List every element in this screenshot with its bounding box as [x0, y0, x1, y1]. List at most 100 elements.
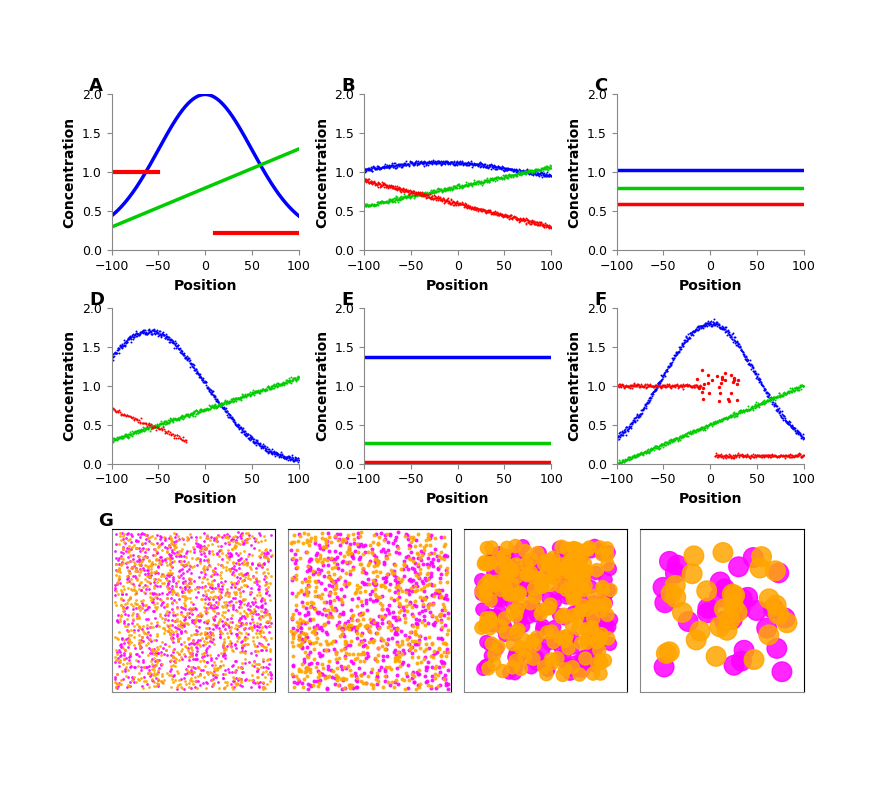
Point [385, 179, 399, 192]
Point [124, 528, 138, 541]
Circle shape [598, 598, 612, 611]
Point [356, 646, 371, 659]
Point [405, 585, 419, 597]
Point [338, 641, 352, 654]
Point [179, 351, 193, 364]
Point [390, 669, 405, 682]
Point [396, 562, 410, 575]
Point [110, 614, 124, 626]
Point [398, 158, 413, 171]
Circle shape [475, 587, 488, 600]
Point [676, 338, 690, 350]
Point [701, 317, 715, 330]
Point [204, 400, 219, 412]
Point [241, 427, 255, 440]
Point [139, 422, 154, 434]
Point [740, 354, 755, 367]
Point [433, 567, 447, 580]
Point [750, 399, 764, 412]
Point [129, 574, 144, 586]
Point [396, 183, 411, 196]
Point [240, 608, 255, 621]
Point [251, 608, 265, 620]
Point [206, 669, 221, 682]
Point [199, 682, 213, 694]
Point [235, 575, 249, 587]
Point [366, 176, 380, 188]
Point [130, 413, 145, 426]
Point [527, 215, 541, 227]
Point [430, 563, 445, 575]
Point [194, 403, 208, 416]
Point [207, 662, 221, 674]
Point [106, 431, 121, 444]
Point [634, 448, 648, 460]
Point [500, 164, 514, 176]
Point [299, 630, 313, 643]
Point [234, 662, 248, 674]
Point [507, 168, 522, 181]
Point [410, 620, 424, 633]
Point [217, 646, 231, 659]
Point [142, 323, 156, 336]
Point [497, 171, 512, 183]
Circle shape [508, 628, 522, 641]
Point [408, 579, 422, 592]
Point [251, 536, 265, 549]
Point [366, 161, 380, 173]
Point [218, 405, 232, 417]
Point [676, 430, 690, 443]
Point [633, 381, 647, 394]
Point [497, 172, 512, 185]
Point [287, 452, 301, 464]
Point [426, 553, 440, 566]
Circle shape [505, 578, 519, 591]
Point [424, 578, 438, 590]
Point [412, 571, 426, 584]
Point [424, 567, 438, 579]
Point [186, 360, 200, 373]
Point [240, 389, 255, 401]
Point [512, 165, 526, 178]
Point [362, 624, 376, 637]
Point [148, 420, 163, 433]
Point [405, 187, 419, 199]
Point [320, 682, 334, 694]
Point [206, 623, 221, 635]
Point [663, 360, 677, 373]
Point [395, 183, 409, 195]
Point [211, 396, 225, 408]
Circle shape [479, 618, 492, 630]
Point [243, 573, 257, 586]
Point [620, 380, 634, 393]
Point [413, 188, 428, 201]
Point [239, 429, 254, 442]
Point [382, 194, 396, 206]
Point [412, 187, 426, 199]
Point [301, 663, 315, 676]
Point [445, 196, 459, 209]
Circle shape [543, 601, 555, 615]
Point [254, 604, 268, 617]
Point [235, 529, 249, 541]
Point [413, 188, 427, 201]
Point [120, 430, 134, 443]
Point [488, 208, 503, 220]
Point [255, 682, 270, 695]
Point [433, 183, 447, 195]
Point [234, 626, 248, 639]
Point [316, 662, 330, 674]
Point [245, 431, 259, 444]
Point [716, 321, 730, 334]
Point [778, 387, 792, 400]
Point [790, 427, 805, 440]
Point [509, 212, 523, 225]
Point [208, 582, 222, 594]
Point [421, 678, 436, 691]
Point [162, 567, 176, 580]
Point [154, 554, 169, 567]
Point [135, 424, 149, 437]
Point [513, 165, 527, 178]
Point [402, 574, 416, 586]
Point [480, 205, 494, 217]
